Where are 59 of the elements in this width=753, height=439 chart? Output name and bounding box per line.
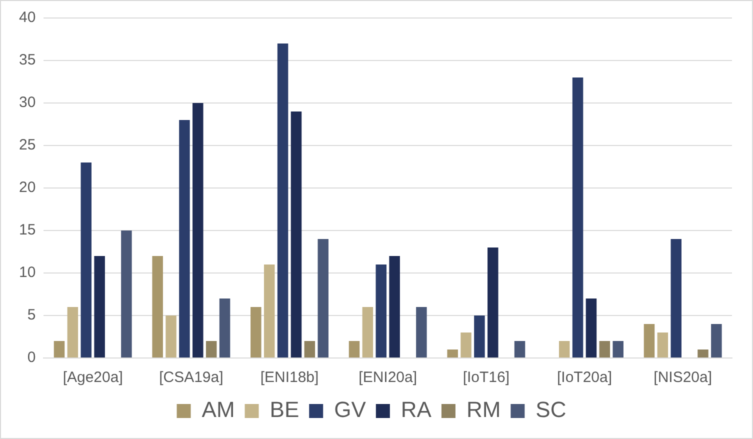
bar <box>206 341 217 358</box>
bar <box>586 298 597 358</box>
bar <box>80 162 92 358</box>
bar <box>711 324 722 358</box>
bar <box>572 78 584 358</box>
bar <box>179 120 190 358</box>
bar <box>460 332 472 358</box>
legend-label: RM <box>466 397 501 422</box>
legend-label: SC <box>536 397 566 422</box>
y-tick-label: 15 <box>18 222 36 239</box>
bar <box>612 341 624 358</box>
bar <box>166 316 176 358</box>
bar <box>94 256 105 358</box>
legend-label: BE <box>270 397 300 422</box>
y-tick-label: 10 <box>18 264 36 282</box>
bar <box>389 256 400 358</box>
bar <box>644 324 655 358</box>
y-tick-label: 0 <box>27 349 36 366</box>
bar <box>264 264 275 358</box>
bar <box>219 298 230 358</box>
bar <box>558 341 570 358</box>
bar <box>250 307 262 358</box>
bar <box>599 341 610 358</box>
bar <box>376 264 386 358</box>
bar <box>318 239 328 358</box>
bar <box>488 248 498 358</box>
x-tick-label: [ENI20a] <box>358 369 418 386</box>
bar <box>362 307 374 358</box>
bar <box>447 350 458 358</box>
legend-label: GV <box>334 397 366 422</box>
bar <box>192 103 204 358</box>
bar <box>277 44 288 358</box>
bar <box>67 307 78 358</box>
y-tick-label: 5 <box>27 306 36 324</box>
x-tick-label: [Age20a] <box>62 369 123 386</box>
y-tick-label: 40 <box>18 9 36 26</box>
bar <box>54 341 65 358</box>
x-tick-label: [NIS20a] <box>654 369 712 386</box>
bar <box>657 332 668 358</box>
bar <box>348 341 360 358</box>
bar <box>121 230 132 358</box>
bar <box>152 256 163 358</box>
bar <box>698 350 708 358</box>
x-tick-label: [IoT16] <box>462 369 510 386</box>
bar <box>514 341 526 358</box>
x-tick-label: [CSA19a] <box>159 369 224 386</box>
y-tick-label: 35 <box>18 52 36 69</box>
y-tick-label: 25 <box>18 136 36 154</box>
x-tick-label: [IoT20a] <box>556 369 612 386</box>
legend-label: RA <box>400 397 432 422</box>
bar <box>474 316 485 358</box>
bar <box>416 307 427 358</box>
bar <box>290 112 302 358</box>
bar <box>304 341 316 358</box>
legend-label: AM <box>202 397 235 422</box>
y-tick-label: 20 <box>18 179 36 196</box>
bar <box>670 239 682 358</box>
y-tick-label: 30 <box>18 94 36 112</box>
x-tick-label: [ENI18b] <box>260 369 319 386</box>
